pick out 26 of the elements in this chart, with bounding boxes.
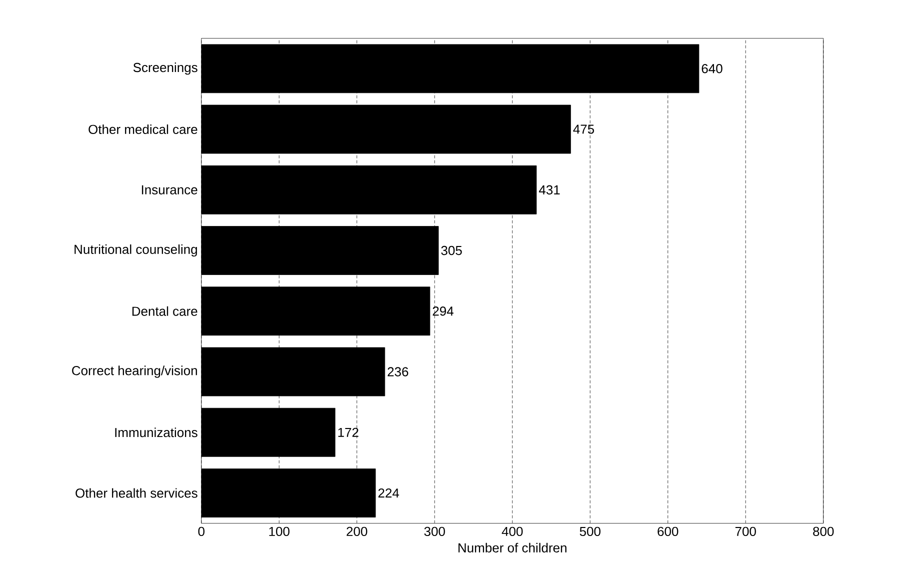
x-tick-label: 800 [813,526,834,536]
data-label: 224 [378,488,400,498]
data-label: 172 [338,428,358,437]
x-tick-label: 300 [424,526,445,536]
data-label: 236 [388,367,408,376]
data-label: 305 [441,246,462,256]
x-tick-label: 600 [658,526,678,536]
y-tick-label: Insurance [142,185,198,194]
data-label: 294 [432,306,454,316]
y-tick-label: Other medical care [88,124,198,134]
y-tick-label: Nutritional counseling [74,244,197,257]
y-tick-label: Other health services [76,488,198,498]
x-tick-label: 700 [735,526,756,536]
x-tick-label: 100 [269,526,290,536]
data-label: 431 [538,185,560,194]
y-tick-label: Screenings [133,62,198,75]
x-tick-label: 400 [502,526,523,536]
y-tick-label: Correct hearing/vision [72,366,197,378]
x-tick-label: 200 [346,526,368,536]
x-axis-title: Number of children [458,542,566,552]
x-tick-label: 500 [580,526,600,536]
x-tick-label: 0 [198,526,204,536]
data-label: 640 [702,64,722,74]
y-tick-label: Dental care [132,306,198,316]
data-label: 475 [573,124,594,134]
y-tick-label: Immunizations [115,428,198,438]
